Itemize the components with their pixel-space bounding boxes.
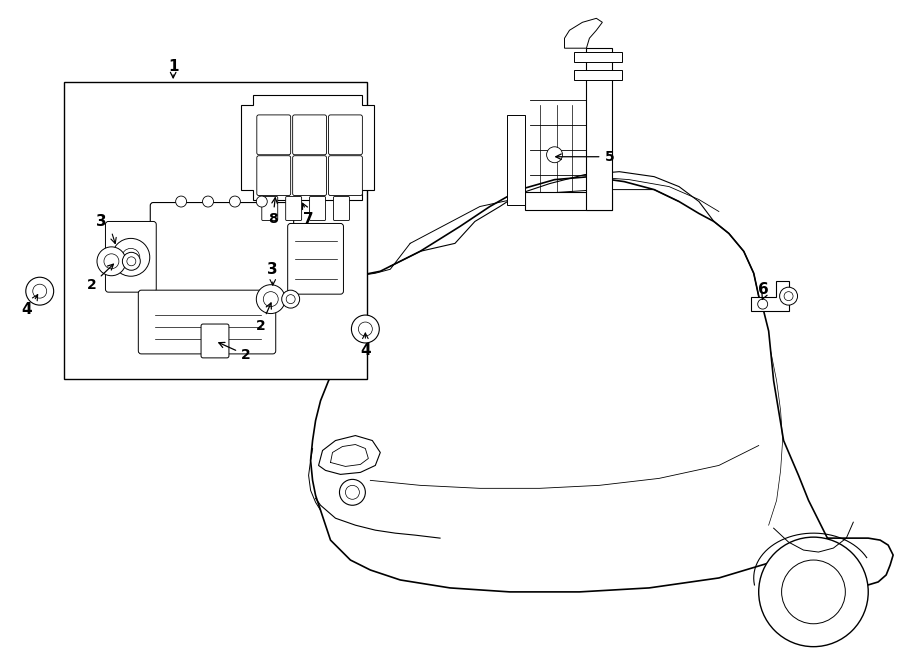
- Circle shape: [122, 253, 140, 270]
- Text: 3: 3: [96, 214, 107, 229]
- FancyBboxPatch shape: [256, 156, 291, 196]
- Polygon shape: [564, 19, 602, 48]
- Circle shape: [176, 196, 186, 207]
- Polygon shape: [507, 115, 525, 204]
- Polygon shape: [751, 281, 788, 311]
- FancyBboxPatch shape: [292, 156, 327, 196]
- Circle shape: [256, 196, 267, 207]
- Text: 2: 2: [219, 342, 251, 362]
- Circle shape: [339, 479, 365, 505]
- FancyBboxPatch shape: [334, 196, 349, 221]
- Polygon shape: [525, 192, 612, 210]
- Text: 6: 6: [759, 282, 769, 297]
- Circle shape: [759, 537, 868, 646]
- Text: 2: 2: [256, 303, 271, 333]
- Text: 4: 4: [360, 344, 371, 358]
- Circle shape: [97, 247, 126, 276]
- Polygon shape: [587, 48, 612, 210]
- FancyBboxPatch shape: [150, 202, 293, 300]
- FancyBboxPatch shape: [262, 196, 278, 221]
- FancyBboxPatch shape: [292, 115, 327, 155]
- Polygon shape: [574, 52, 622, 62]
- Text: 5: 5: [555, 150, 614, 164]
- FancyBboxPatch shape: [328, 156, 363, 196]
- Circle shape: [26, 277, 54, 305]
- Text: 1: 1: [168, 59, 178, 73]
- FancyBboxPatch shape: [310, 196, 326, 221]
- Text: 4: 4: [22, 301, 32, 317]
- Polygon shape: [241, 95, 374, 200]
- FancyBboxPatch shape: [285, 196, 302, 221]
- Circle shape: [230, 196, 240, 207]
- Circle shape: [282, 290, 300, 308]
- Bar: [64, 82, 367, 379]
- Polygon shape: [319, 436, 381, 475]
- Text: 2: 2: [86, 264, 113, 292]
- Circle shape: [779, 287, 797, 305]
- FancyBboxPatch shape: [328, 115, 363, 155]
- FancyBboxPatch shape: [256, 115, 291, 155]
- FancyBboxPatch shape: [201, 324, 229, 358]
- Text: 8: 8: [268, 198, 277, 227]
- Polygon shape: [574, 70, 622, 80]
- Text: 3: 3: [267, 262, 278, 277]
- Text: 7: 7: [303, 212, 314, 227]
- Circle shape: [202, 196, 213, 207]
- Circle shape: [256, 285, 285, 313]
- Circle shape: [351, 315, 379, 343]
- FancyBboxPatch shape: [105, 221, 157, 292]
- Circle shape: [546, 147, 562, 163]
- FancyBboxPatch shape: [288, 223, 344, 294]
- FancyBboxPatch shape: [139, 290, 275, 354]
